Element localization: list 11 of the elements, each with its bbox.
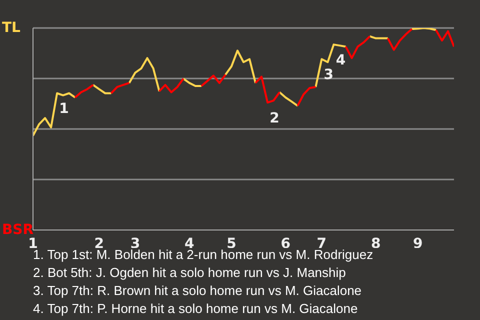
annotation: 3 bbox=[324, 67, 334, 84]
annotation: 4 bbox=[336, 52, 346, 69]
text: 2. Bot 5th: J. Ogden hit a solo home run vs J. Manship bbox=[33, 264, 347, 282]
text: TL bbox=[2, 19, 20, 37]
text: BSR bbox=[2, 221, 34, 238]
text: 3. Top 7th: R. Brown hit a solo home run vs M. Giacalone bbox=[33, 282, 363, 300]
text: 4. Top 7th: P. Horne hit a solo home run vs M. Giacalone bbox=[33, 300, 359, 318]
annotation: 1 bbox=[59, 101, 69, 118]
x-tick-label: 8 bbox=[370, 236, 381, 252]
annotation: 2 bbox=[270, 110, 280, 127]
x-tick-label: 9 bbox=[413, 236, 423, 252]
